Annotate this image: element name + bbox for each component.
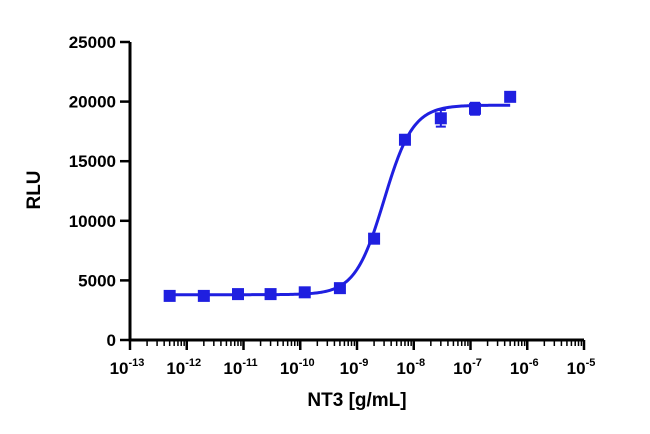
x-tick-label-base: 10 (567, 359, 586, 378)
x-tick-label-base: 10 (396, 359, 415, 378)
data-point (264, 288, 277, 301)
chart-axes (120, 40, 586, 350)
x-tick-label-exponent: -6 (529, 357, 539, 369)
data-point (163, 289, 176, 302)
y-tick-label: 15000 (69, 152, 116, 171)
x-tick-label-exponent: -10 (299, 357, 315, 369)
x-tick-label-exponent: -8 (415, 357, 425, 369)
x-tick-label-base: 10 (340, 359, 359, 378)
data-point (434, 112, 447, 125)
x-tick-label-base: 10 (110, 359, 129, 378)
x-tick-label: 10-8 (396, 357, 425, 378)
data-points-group (163, 90, 517, 302)
x-tick-label-base: 10 (223, 359, 242, 378)
y-tick-label: 10000 (69, 212, 116, 231)
x-tick-label: 10-11 (223, 357, 257, 378)
y-tick-label: 20000 (69, 93, 116, 112)
data-point (232, 288, 245, 301)
x-tick-label: 10-12 (166, 357, 201, 378)
y-tick-label: 5000 (78, 271, 116, 290)
y-axis-title: RLU (24, 170, 45, 209)
tick-labels-group: 10-13 10-12 10-11 10-10 10-9 10-8 10-7 10-6 10-5… (69, 33, 596, 378)
x-tick-label: 10-9 (340, 357, 369, 378)
x-tick-label: 10-7 (453, 357, 482, 378)
x-tick-label: 10-5 (567, 357, 596, 378)
x-axis-title: NT3 [g/mL] (307, 390, 406, 411)
y-tick-label: 0 (107, 331, 116, 350)
x-tick-label-exponent: -7 (472, 357, 482, 369)
x-tick-label-exponent: -13 (129, 357, 145, 369)
x-tick-label: 10-6 (510, 357, 539, 378)
data-point (504, 90, 517, 103)
x-tick-label: 10-13 (110, 357, 145, 378)
x-tick-label-exponent: -11 (242, 357, 257, 369)
data-point (398, 133, 411, 146)
data-point (298, 286, 311, 299)
data-point (333, 282, 346, 295)
y-tick-label: 25000 (69, 33, 116, 52)
x-tick-label-exponent: -9 (359, 357, 369, 369)
x-tick-label-base: 10 (510, 359, 529, 378)
x-tick-label-base: 10 (453, 359, 472, 378)
x-tick-label-exponent: -12 (185, 357, 201, 369)
data-point (468, 102, 481, 115)
x-tick-label-base: 10 (166, 359, 185, 378)
fit-curve-group (169, 103, 511, 297)
x-tick-label-base: 10 (280, 359, 299, 378)
fit-curve (169, 103, 511, 297)
x-tick-label-exponent: -5 (586, 357, 596, 369)
data-point (368, 232, 381, 245)
data-point (197, 289, 210, 302)
x-tick-label: 10-10 (280, 357, 315, 378)
